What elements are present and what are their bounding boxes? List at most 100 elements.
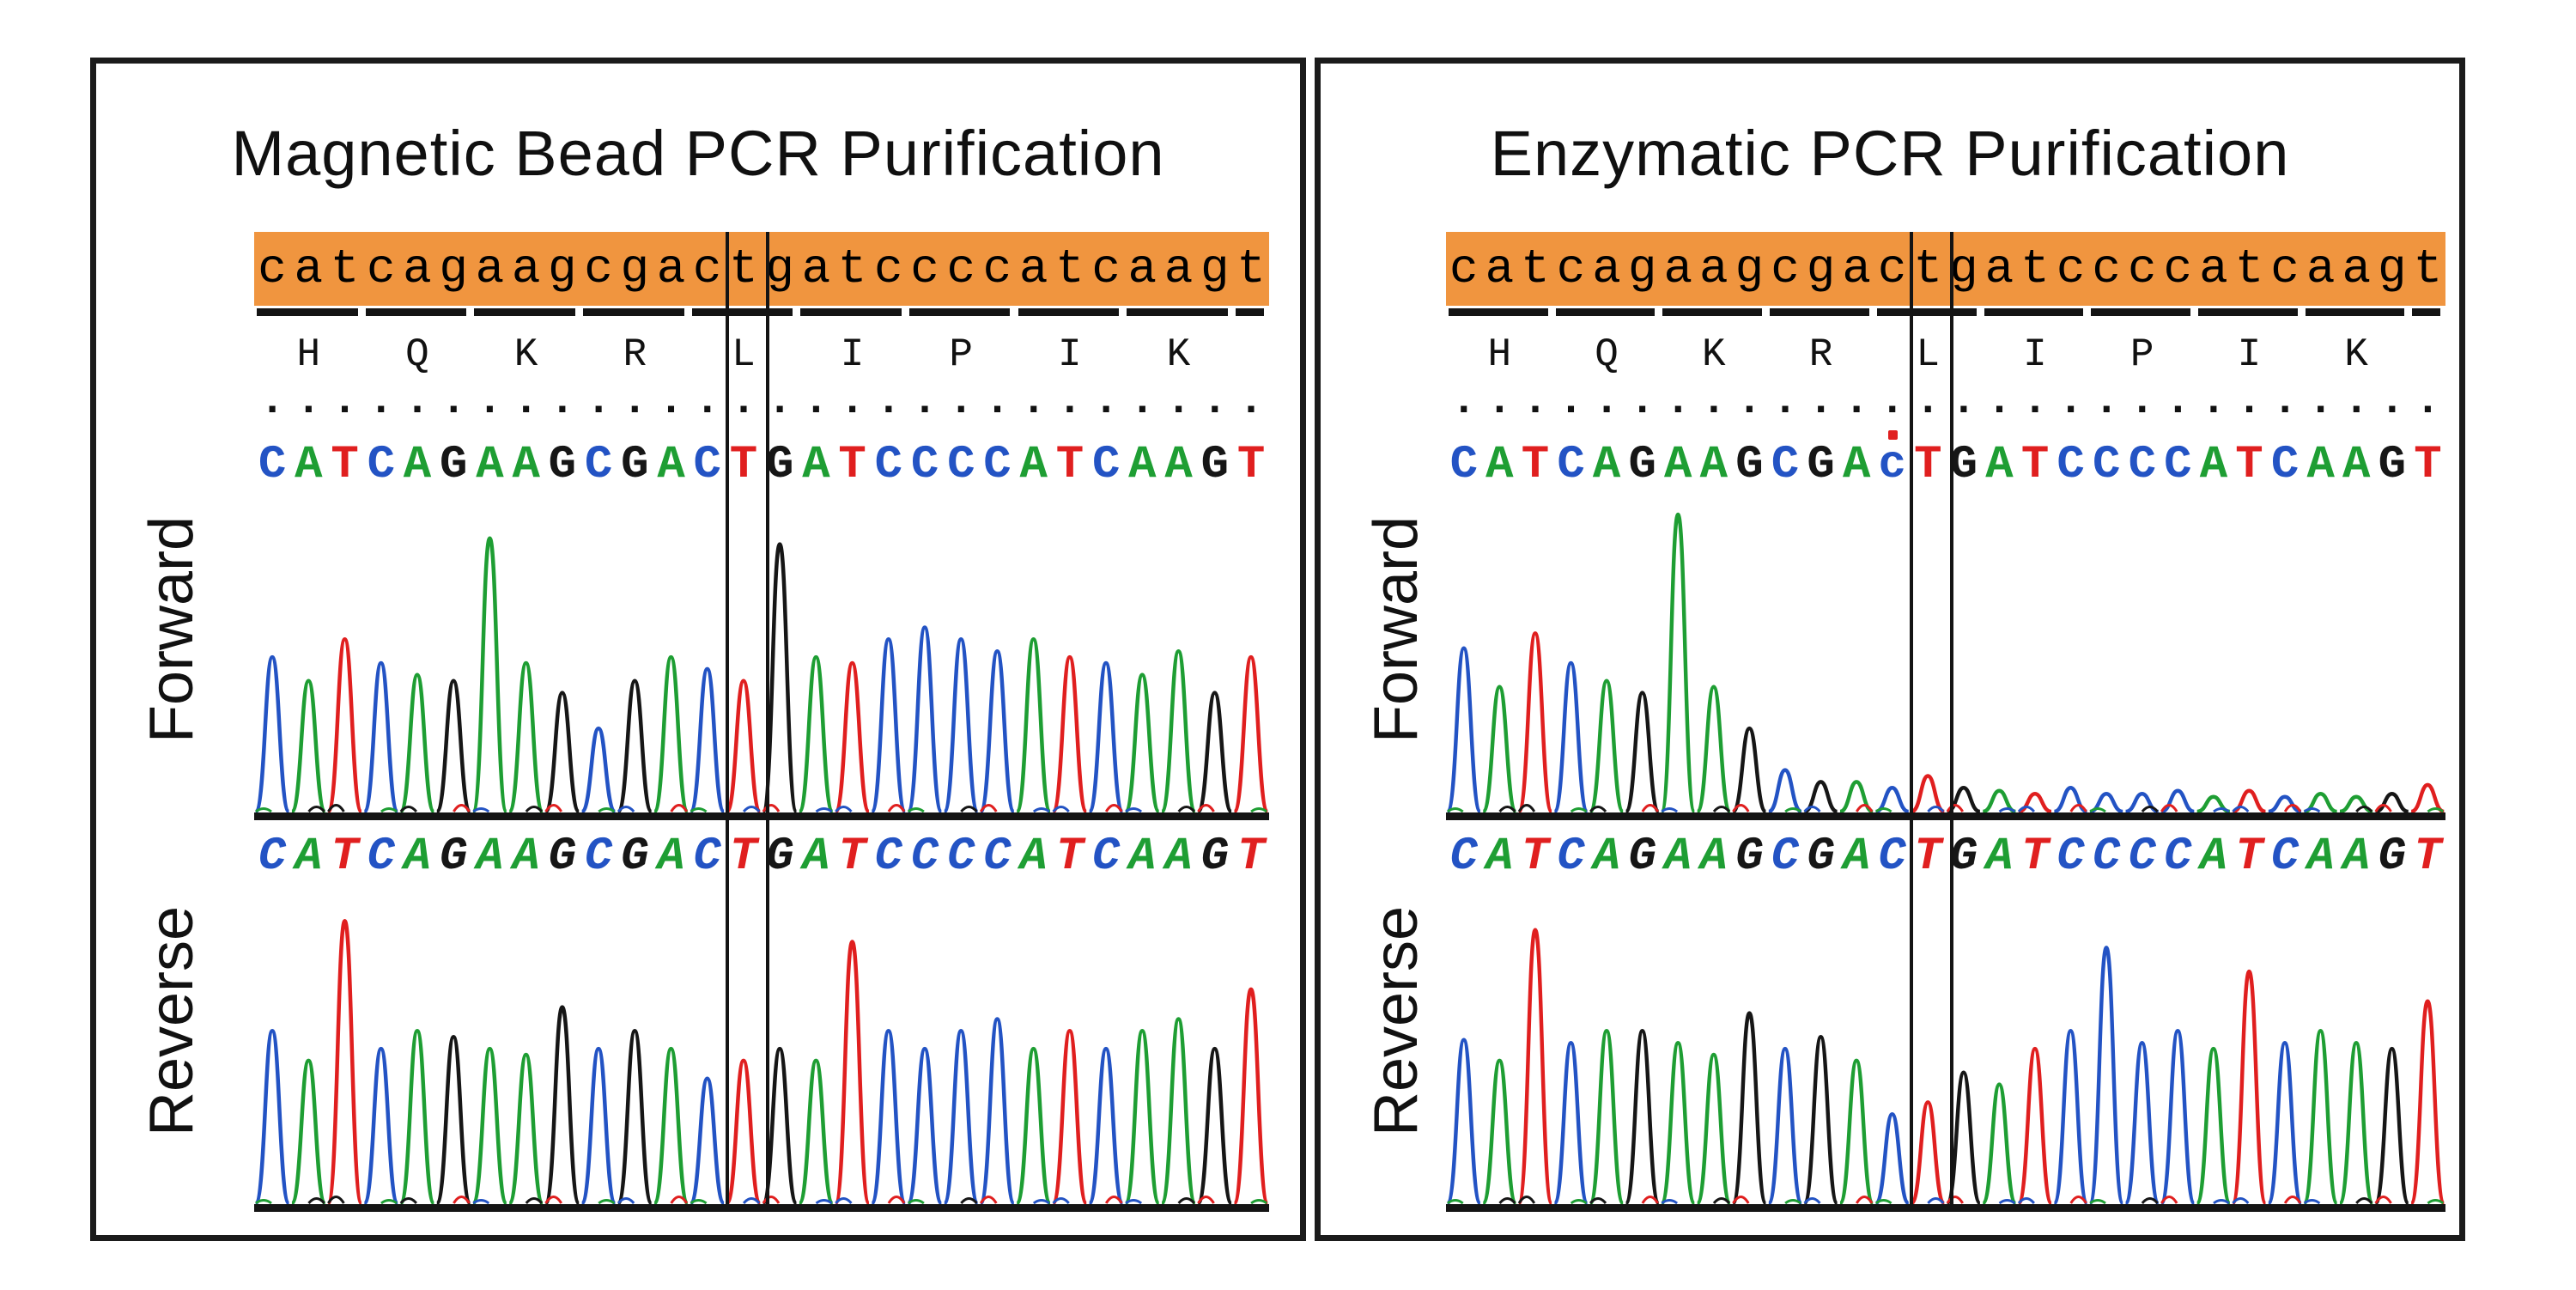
reverse-chromatogram xyxy=(1446,928,2445,1212)
base-cell: A xyxy=(403,831,432,883)
base-cell: c xyxy=(1878,439,1906,491)
base-cell: . xyxy=(622,377,648,426)
base-cell: R xyxy=(623,332,647,377)
base-cell: c xyxy=(1877,241,1907,296)
base-cell: c xyxy=(258,241,287,296)
base-cell: G xyxy=(548,439,577,491)
base-cell: a xyxy=(1127,241,1157,296)
base-cell: A xyxy=(1699,439,1728,491)
base-cell: t xyxy=(2020,241,2050,296)
base-cell: A xyxy=(512,831,540,883)
reverse-chromatogram xyxy=(254,919,1269,1212)
base-cell: a xyxy=(801,241,831,296)
base-cell: C xyxy=(1771,439,1800,491)
base-cell: a xyxy=(475,241,505,296)
base-cell: a xyxy=(1699,241,1728,296)
base-cell: G xyxy=(1735,439,1764,491)
base-cell: . xyxy=(1129,377,1156,426)
base-cell: C xyxy=(258,439,287,491)
codon-dash xyxy=(1449,308,1548,316)
codon-underline xyxy=(254,308,1269,317)
base-cell: . xyxy=(2165,377,2191,426)
base-cell: . xyxy=(1950,377,1977,426)
base-cell: . xyxy=(912,377,939,426)
highlight-line-left xyxy=(725,232,729,1212)
base-cell: t xyxy=(837,241,867,296)
base-cell: A xyxy=(1699,831,1728,883)
base-cell: a xyxy=(2342,241,2372,296)
base-cell: . xyxy=(368,377,394,426)
base-cell: t xyxy=(2413,241,2443,296)
base-cell: A xyxy=(2199,439,2228,491)
base-cell: G xyxy=(1949,439,1978,491)
base-cell: G xyxy=(1628,831,1656,883)
base-cell: . xyxy=(2415,377,2441,426)
base-cell: . xyxy=(2200,377,2227,426)
identity-dots: ............................ xyxy=(254,377,1269,426)
base-cell: G xyxy=(440,831,468,883)
base-cell: . xyxy=(1486,377,1513,426)
base-cell: G xyxy=(1628,439,1656,491)
base-cell: K xyxy=(1701,332,1726,377)
base-cell: a xyxy=(1842,241,1871,296)
base-cell: . xyxy=(2022,377,2049,426)
base-cell: G xyxy=(621,439,649,491)
base-cell: . xyxy=(658,377,684,426)
base-cell: A xyxy=(1592,831,1621,883)
base-cell: A xyxy=(1664,831,1692,883)
base-cell: . xyxy=(2343,377,2370,426)
base-cell: . xyxy=(839,377,866,426)
base-cell: A xyxy=(1842,831,1871,883)
base-cell: A xyxy=(1164,831,1193,883)
base-cell: C xyxy=(1557,831,1585,883)
codon-dash xyxy=(1662,308,1763,316)
highlight-line-right xyxy=(766,232,770,1212)
forward-axis-label: Forward xyxy=(1362,515,1431,744)
base-cell: C xyxy=(1771,831,1800,883)
codon-dash xyxy=(2412,308,2440,316)
base-cell: C xyxy=(2270,831,2300,883)
base-cell: T xyxy=(1521,439,1550,491)
base-cell: C xyxy=(693,831,721,883)
base-cell: C xyxy=(1449,831,1478,883)
base-cell: . xyxy=(513,377,539,426)
panel-title: Enzymatic PCR Purification xyxy=(1490,118,2290,189)
forward-chromatogram xyxy=(254,536,1269,820)
base-cell: . xyxy=(1056,377,1083,426)
base-cell: . xyxy=(767,377,793,426)
codon-dash xyxy=(800,308,902,316)
codon-dash xyxy=(908,308,1011,316)
base-cell: . xyxy=(2236,377,2263,426)
base-cell: C xyxy=(2164,831,2192,883)
base-cell: . xyxy=(1629,377,1656,426)
base-cell: g xyxy=(765,241,794,296)
base-cell: I xyxy=(2023,332,2047,377)
codon-dash xyxy=(2305,308,2405,316)
base-cell: a xyxy=(1485,241,1515,296)
base-cell: A xyxy=(2306,439,2335,491)
base-cell: . xyxy=(295,377,322,426)
base-cell: A xyxy=(1485,439,1514,491)
base-cell: G xyxy=(2378,831,2407,883)
base-cell: a xyxy=(656,241,686,296)
base-cell: g xyxy=(1200,241,1230,296)
base-cell: t xyxy=(1521,241,1550,296)
codon-dash xyxy=(2198,308,2298,316)
base-cell: . xyxy=(2057,377,2084,426)
base-cell: Q xyxy=(1595,332,1619,377)
base-cell: T xyxy=(2414,439,2442,491)
base-cell: T xyxy=(838,831,866,883)
base-cell: . xyxy=(2272,377,2299,426)
base-cell: T xyxy=(1236,831,1266,883)
base-cell: t xyxy=(1055,241,1084,296)
base-cell: A xyxy=(1128,439,1157,491)
base-cell: . xyxy=(259,377,286,426)
base-cell: C xyxy=(258,831,287,883)
panel-title: Magnetic Bead PCR Purification xyxy=(231,118,1165,189)
base-cell: C xyxy=(693,439,721,491)
base-cell: T xyxy=(729,439,758,491)
base-cell: T xyxy=(1521,831,1550,883)
base-cell: a xyxy=(1592,241,1621,296)
